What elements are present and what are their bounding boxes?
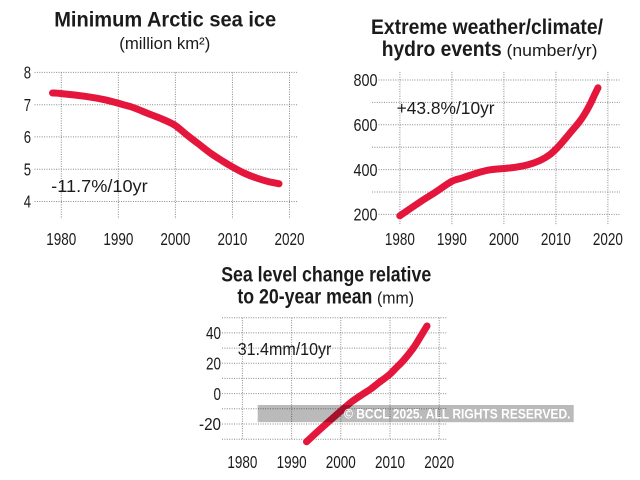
svg-text:2020: 2020 bbox=[593, 229, 623, 249]
svg-text:hydro events: hydro events bbox=[382, 37, 502, 61]
svg-text:6: 6 bbox=[24, 127, 31, 147]
svg-text:400: 400 bbox=[354, 160, 378, 180]
svg-text:20: 20 bbox=[206, 354, 221, 374]
svg-text:(mm): (mm) bbox=[377, 290, 414, 308]
svg-text:1980: 1980 bbox=[46, 229, 76, 249]
svg-text:1990: 1990 bbox=[437, 229, 467, 249]
svg-text:2000: 2000 bbox=[489, 229, 519, 249]
svg-text:-11.7%/10yr: -11.7%/10yr bbox=[51, 176, 148, 196]
svg-text:to 20-year mean: to 20-year mean bbox=[237, 285, 372, 309]
svg-text:(million km²): (million km²) bbox=[119, 35, 210, 53]
svg-text:2000: 2000 bbox=[326, 452, 356, 472]
svg-text:5: 5 bbox=[24, 159, 31, 179]
svg-text:600: 600 bbox=[354, 115, 378, 135]
svg-text:4: 4 bbox=[24, 192, 31, 212]
svg-text:Sea level change relative: Sea level change relative bbox=[221, 262, 431, 286]
svg-text:-20: -20 bbox=[199, 414, 221, 434]
svg-text:31.4mm/10yr: 31.4mm/10yr bbox=[238, 339, 332, 359]
svg-text:200: 200 bbox=[354, 205, 378, 225]
svg-text:7: 7 bbox=[24, 95, 31, 115]
svg-text:(number/yr): (number/yr) bbox=[507, 42, 598, 60]
svg-text:0: 0 bbox=[214, 384, 222, 404]
svg-text:2010: 2010 bbox=[217, 229, 247, 249]
svg-text:1980: 1980 bbox=[385, 229, 415, 249]
svg-text:2000: 2000 bbox=[160, 229, 190, 249]
svg-text:800: 800 bbox=[354, 70, 378, 90]
svg-text:Minimum Arctic sea ice: Minimum Arctic sea ice bbox=[54, 7, 276, 31]
svg-text:2020: 2020 bbox=[275, 229, 305, 249]
svg-text:2020: 2020 bbox=[424, 452, 454, 472]
svg-text:40: 40 bbox=[206, 323, 221, 343]
svg-text:+43.8%/10yr: +43.8%/10yr bbox=[397, 98, 495, 118]
svg-text:8: 8 bbox=[24, 63, 31, 83]
svg-text:© BCCL 2025. ALL RIGHTS RESERV: © BCCL 2025. ALL RIGHTS RESERVED. bbox=[344, 406, 571, 421]
svg-text:1990: 1990 bbox=[277, 452, 307, 472]
svg-text:2010: 2010 bbox=[541, 229, 571, 249]
svg-text:1980: 1980 bbox=[227, 452, 257, 472]
svg-text:1990: 1990 bbox=[103, 229, 133, 249]
svg-text:Extreme weather/climate/: Extreme weather/climate/ bbox=[371, 15, 603, 39]
svg-text:2010: 2010 bbox=[375, 452, 405, 472]
